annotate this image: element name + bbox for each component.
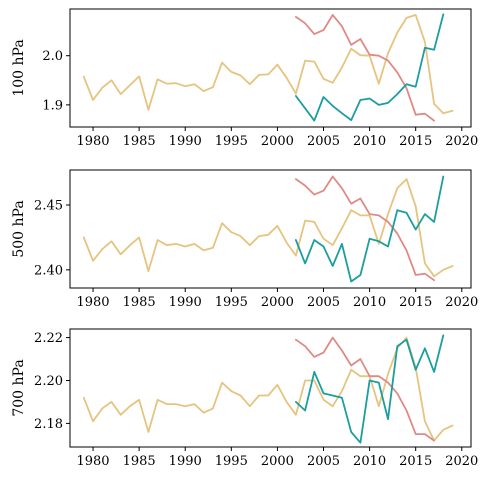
x-tick-label: 2020 bbox=[445, 295, 478, 310]
series-line-2 bbox=[294, 175, 436, 282]
x-tick-label: 2000 bbox=[261, 295, 294, 310]
x-tick-label: 1985 bbox=[123, 134, 156, 149]
series-line-3 bbox=[294, 175, 445, 283]
axes-frame bbox=[69, 328, 472, 448]
series-line-3 bbox=[294, 13, 445, 122]
y-tick-label: 1.9 bbox=[42, 98, 63, 113]
axes-frame bbox=[69, 8, 472, 128]
x-tick-label: 2010 bbox=[353, 134, 386, 149]
x-tick-label: 1995 bbox=[215, 134, 248, 149]
y-axis-label: 500 hPa bbox=[11, 200, 27, 257]
x-tick-label: 1990 bbox=[169, 134, 202, 149]
y-axis-label: 100 hPa bbox=[11, 39, 27, 96]
x-tick-label: 1985 bbox=[123, 295, 156, 310]
y-tick-label: 2.20 bbox=[34, 374, 63, 389]
y-tick-label: 2.18 bbox=[34, 417, 63, 432]
x-tick-label: 2010 bbox=[353, 454, 386, 469]
x-tick-label: 2005 bbox=[307, 295, 340, 310]
x-tick-label: 2000 bbox=[261, 454, 294, 469]
x-tick-label: 1980 bbox=[76, 454, 109, 469]
series-line-1 bbox=[82, 178, 454, 278]
x-tick-label: 2015 bbox=[399, 134, 432, 149]
axes-frame bbox=[69, 169, 472, 289]
x-tick-label: 2000 bbox=[261, 134, 294, 149]
x-tick-label: 2015 bbox=[399, 454, 432, 469]
x-tick-label: 2015 bbox=[399, 295, 432, 310]
x-tick-label: 1980 bbox=[76, 134, 109, 149]
x-tick-label: 2020 bbox=[445, 134, 478, 149]
y-tick-label: 2.22 bbox=[34, 331, 63, 346]
series-line-2 bbox=[294, 336, 436, 442]
series-line-1 bbox=[82, 336, 454, 442]
series-line-3 bbox=[294, 334, 445, 444]
y-tick-label: 2.0 bbox=[42, 49, 63, 64]
panel-100hpa: 100 hPa 1980 1985 1990 1995 2000 2005 2010 2015… bbox=[11, 8, 478, 149]
x-tick-label: 1995 bbox=[215, 454, 248, 469]
series-line-2 bbox=[294, 13, 436, 122]
panel-500hpa: 500 hPa 1980 1985 1990 1995 2000 2005 2010 2015… bbox=[11, 169, 478, 310]
series-line-1 bbox=[82, 13, 454, 115]
x-tick-label: 2005 bbox=[307, 134, 340, 149]
x-tick-label: 1985 bbox=[123, 454, 156, 469]
x-tick-label: 2020 bbox=[445, 454, 478, 469]
x-tick-label: 1990 bbox=[169, 295, 202, 310]
x-tick-label: 1995 bbox=[215, 295, 248, 310]
y-tick-label: 2.45 bbox=[34, 199, 63, 214]
x-tick-label: 1990 bbox=[169, 454, 202, 469]
x-tick-label: 1980 bbox=[76, 295, 109, 310]
x-tick-label: 2010 bbox=[353, 295, 386, 310]
y-axis-label: 700 hPa bbox=[11, 359, 27, 416]
panel-700hpa: 700 hPa 1980 1985 1990 1995 2000 2005 2010 2015… bbox=[11, 328, 478, 469]
x-tick-label: 2005 bbox=[307, 454, 340, 469]
y-tick-label: 2.40 bbox=[34, 263, 63, 278]
